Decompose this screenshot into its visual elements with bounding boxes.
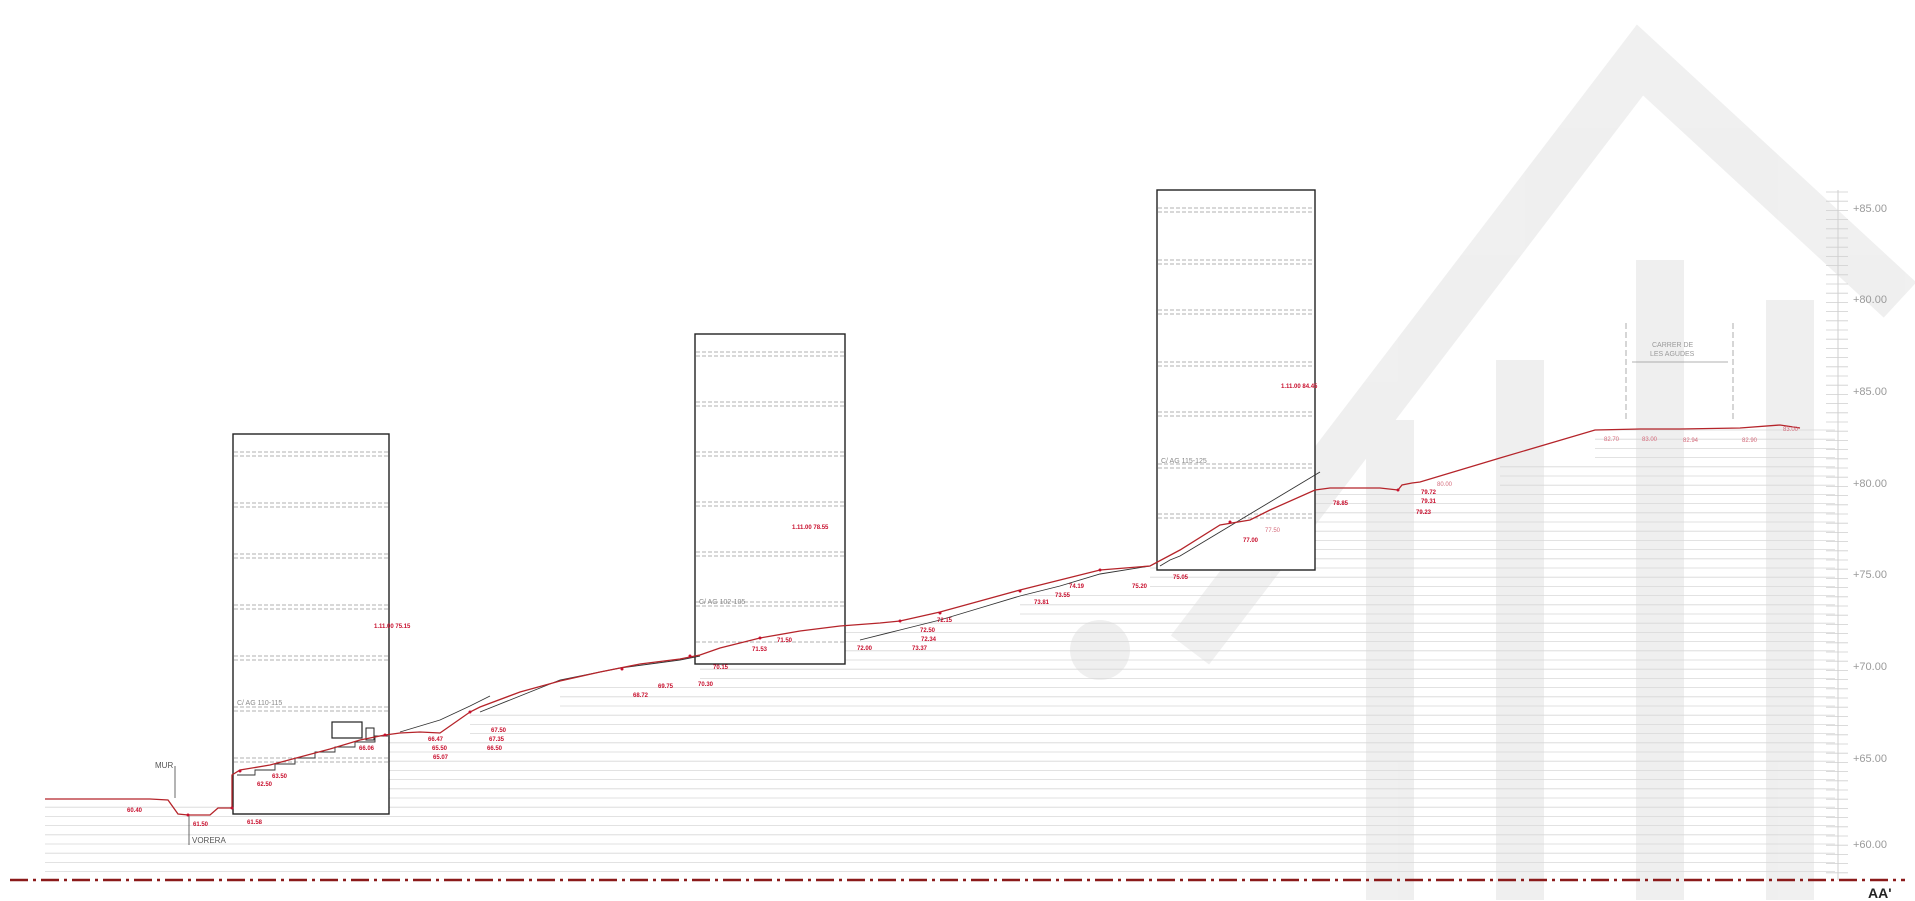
elev-26: 74.19	[1069, 584, 1085, 590]
elev-25: 73.55	[1055, 593, 1071, 599]
elev-40: 83.00	[1783, 427, 1799, 433]
vorera-label: VORERA	[192, 836, 226, 845]
elev-7: 66.47	[428, 737, 444, 743]
elev-37: 83.00	[1642, 437, 1658, 443]
elev-14: 69.75	[658, 684, 674, 690]
scale-label-2: +80.00	[1853, 294, 1887, 306]
elev-18: 71.50	[777, 638, 793, 644]
scale-label-6: +70.00	[1853, 661, 1887, 673]
building-3-label: C/ AG 115-125	[1161, 458, 1207, 465]
street-label-line2: LES AGUDES	[1650, 351, 1695, 358]
elev-4: 63.50	[272, 774, 288, 780]
elev-35: 80.00	[1437, 482, 1453, 488]
building-3-height-tag: 1.11.00 84.45	[1281, 384, 1318, 390]
building-2: C/ AG 102-105 1.11.00 78.55	[694, 333, 846, 665]
elev-10: 67.50	[491, 728, 507, 734]
elev-34: 79.23	[1416, 510, 1432, 516]
elev-8: 65.50	[432, 746, 448, 752]
elev-15: 70.30	[698, 682, 714, 688]
elev-19: 72.00	[857, 646, 873, 652]
terrain-profile	[45, 424, 1801, 816]
building-2-height-tag: 1.11.00 78.55	[792, 525, 829, 531]
scale-label-1: +85.00	[1853, 203, 1887, 215]
elev-28: 75.05	[1173, 575, 1189, 581]
elev-6: 66.06	[359, 746, 375, 752]
elev-22: 72.50	[920, 628, 936, 634]
scale-label-3: +85.00	[1853, 386, 1887, 398]
elev-2: 61.50	[193, 822, 209, 828]
elev-32: 79.72	[1421, 490, 1437, 496]
elev-39: 82.90	[1742, 438, 1758, 444]
scale-label-8: +60.00	[1853, 839, 1887, 851]
elev-16: 70.15	[713, 665, 729, 671]
annotations: MUR VORERA CARRER DE LES AGUDES	[155, 323, 1734, 845]
elev-5: 62.50	[257, 782, 273, 788]
elev-13: 68.72	[633, 693, 649, 699]
elev-24: 73.81	[1034, 600, 1050, 606]
elev-9: 65.07	[433, 755, 449, 761]
elevation-markers	[186, 488, 1400, 817]
scale-label-4: +80.00	[1853, 478, 1887, 490]
elevation-scale: +85.00 +80.00 +85.00 +80.00 +75.00 +70.0…	[1826, 190, 1887, 880]
elev-23: 73.37	[912, 646, 928, 652]
elev-33: 79.31	[1421, 499, 1437, 505]
elev-12: 66.50	[487, 746, 503, 752]
elev-38: 82.94	[1683, 438, 1699, 444]
elev-29: 77.00	[1243, 538, 1259, 544]
elev-21: 72.34	[921, 637, 937, 643]
level-lines	[45, 429, 1835, 872]
elev-20: 72.15	[937, 618, 953, 624]
building-3: C/ AG 115-125 1.11.00 84.45	[1156, 189, 1318, 571]
elev-1: 60.40	[127, 808, 143, 814]
elev-36: 82.70	[1604, 437, 1620, 443]
scale-label-5: +75.00	[1853, 569, 1887, 581]
building-1-height-tag: 1.11.00 75.15	[374, 624, 411, 630]
elev-27: 75.20	[1132, 584, 1148, 590]
elev-31: 78.85	[1333, 501, 1349, 507]
section-id-label: AA'	[1868, 885, 1892, 901]
elev-3: 61.58	[247, 820, 263, 826]
scale-label-7: +65.00	[1853, 753, 1887, 765]
mur-label: MUR	[155, 761, 173, 770]
elevation-labels: 60.40 61.50 61.58 63.50 62.50 66.06 66.4…	[127, 427, 1799, 828]
elev-17: 71.53	[752, 647, 768, 653]
elev-11: 67.35	[489, 737, 505, 743]
elev-30: 77.50	[1265, 528, 1281, 534]
building-2-label: C/ AG 102-105	[699, 599, 745, 606]
street-label-line1: CARRER DE	[1652, 342, 1694, 349]
building-1: C/ AG 110-115 1.11.00 75.15	[232, 433, 411, 815]
building-1-label: C/ AG 110-115	[237, 700, 282, 707]
watermark-logo	[1070, 24, 1915, 900]
